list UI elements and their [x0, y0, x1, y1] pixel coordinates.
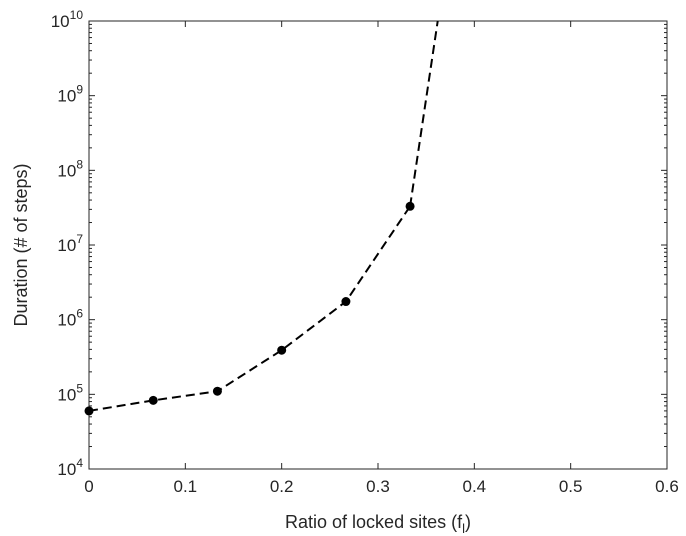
y-axis-label: Duration (# of steps): [11, 163, 31, 326]
data-point: [405, 201, 415, 211]
x-axis-label-suffix: ): [465, 512, 471, 532]
data-point: [84, 406, 94, 416]
y-tick-label: 107: [57, 232, 83, 255]
x-tick-label: 0.2: [270, 477, 294, 496]
x-tick-label: 0.5: [559, 477, 583, 496]
y-tick-label: 108: [57, 157, 83, 180]
y-axis: 104 105 106 107 108 109 1010: [51, 8, 667, 479]
y-tick-label: 109: [57, 83, 83, 106]
x-axis-label-main: Ratio of locked sites (f: [285, 512, 463, 532]
series-line: [88, 205, 411, 412]
x-tick-label: 0: [84, 477, 93, 496]
data-point: [212, 386, 222, 396]
series-layer: [84, 21, 439, 416]
x-tick-label: 0.4: [463, 477, 487, 496]
data-point: [277, 345, 287, 355]
data-point: [341, 297, 351, 307]
data-point: [148, 395, 158, 405]
y-tick-label: 1010: [51, 8, 84, 31]
series-extension-line: [409, 21, 439, 207]
x-tick-label: 0.6: [655, 477, 679, 496]
x-tick-label: 0.3: [366, 477, 390, 496]
x-tick-label: 0.1: [174, 477, 198, 496]
y-tick-label: 105: [57, 381, 83, 404]
plot-area: [88, 20, 668, 470]
x-axis: 0 0.1 0.2 0.3 0.4 0.5 0.6: [84, 21, 679, 496]
plot-border: [88, 20, 668, 470]
y-tick-label: 104: [57, 456, 83, 479]
x-axis-label: Ratio of locked sites (fl): [285, 512, 471, 536]
x-axis-label-subscript: l: [462, 521, 465, 536]
y-tick-label: 106: [57, 307, 83, 330]
